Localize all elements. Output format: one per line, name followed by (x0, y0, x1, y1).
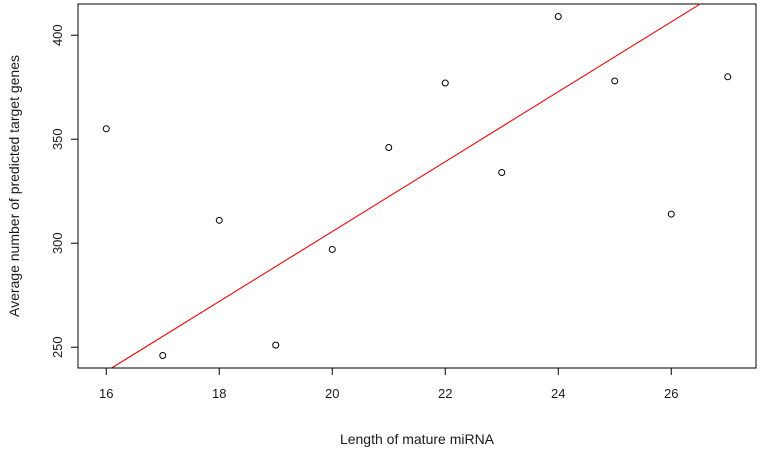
data-point (611, 77, 619, 85)
x-tick-label: 22 (438, 386, 452, 401)
x-axis: 16 18 20 22 24 26 (99, 367, 678, 401)
data-point (272, 341, 280, 349)
regression-layer (111, 3, 701, 369)
x-axis-title: Length of mature miRNA (340, 431, 495, 447)
y-tick-label: 300 (50, 232, 65, 254)
x-tick-label: 16 (99, 386, 113, 401)
y-tick-label: 400 (50, 24, 65, 46)
plot-frame (77, 3, 757, 369)
x-tick-label: 24 (551, 386, 565, 401)
data-point (498, 168, 506, 176)
y-tick-label: 250 (50, 336, 65, 358)
data-point (102, 125, 110, 133)
y-axis: 250 300 350 400 (50, 24, 79, 358)
data-point (215, 216, 223, 224)
data-point (724, 73, 732, 81)
regression-line (111, 3, 701, 369)
data-point (159, 352, 167, 360)
data-point (328, 245, 336, 253)
data-point (554, 12, 562, 20)
data-point (385, 144, 393, 152)
x-tick-label: 20 (325, 386, 339, 401)
data-point (441, 79, 449, 87)
points-layer (102, 12, 732, 360)
x-tick-label: 18 (212, 386, 226, 401)
y-tick-label: 350 (50, 128, 65, 150)
y-axis-title: Average number of predicted target genes (6, 55, 22, 317)
data-point (667, 210, 675, 218)
x-tick-label: 26 (664, 386, 678, 401)
